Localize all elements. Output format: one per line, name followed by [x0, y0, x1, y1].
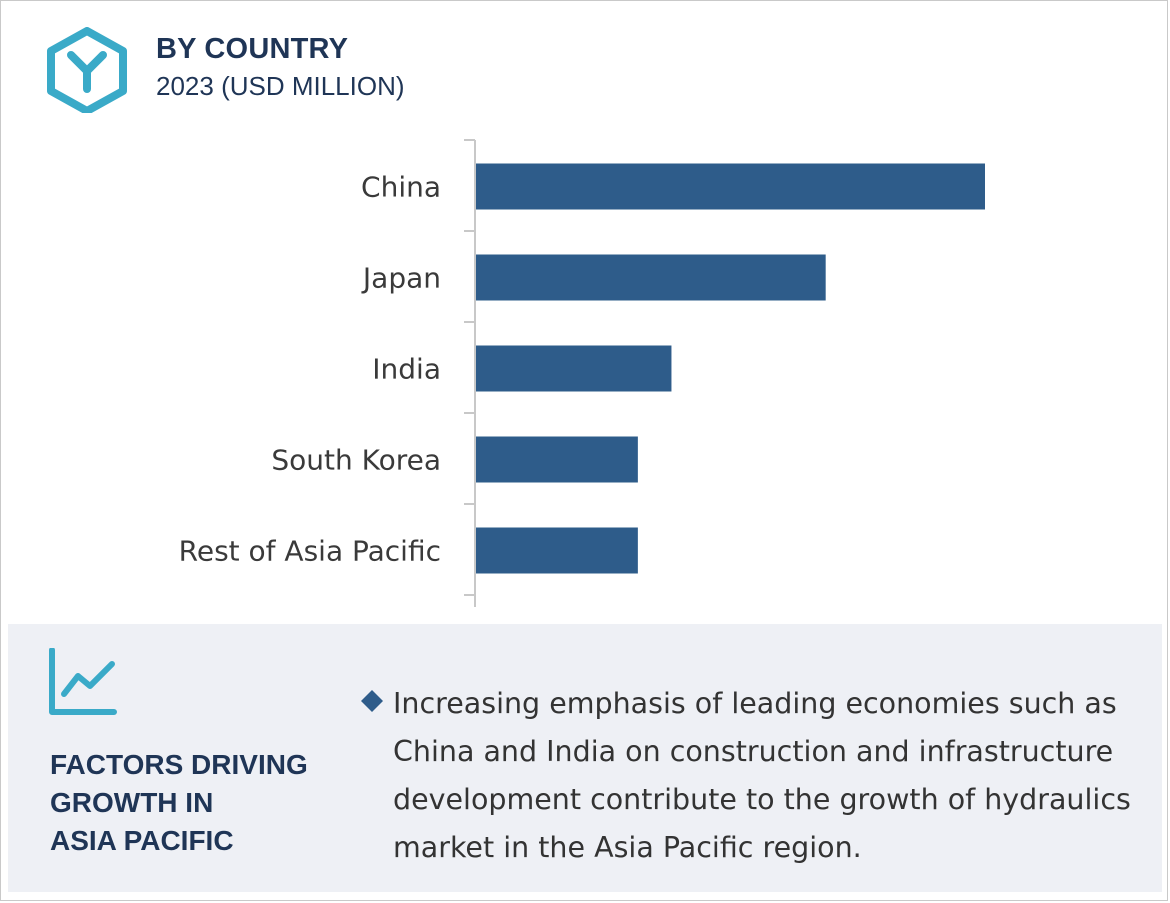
- bar: [476, 345, 672, 392]
- bar: [476, 163, 985, 210]
- category-label: India: [372, 353, 441, 386]
- factors-title-line: ASIA PACIFIC: [50, 825, 234, 856]
- factors-title-line: FACTORS DRIVING: [50, 749, 308, 780]
- trend-line-chart-icon: [49, 648, 117, 715]
- category-label: Japan: [361, 262, 441, 295]
- bar: [476, 254, 826, 301]
- factors-title: FACTORS DRIVING GROWTH IN ASIA PACIFIC: [50, 746, 340, 860]
- category-label: South Korea: [271, 444, 441, 477]
- bar: [476, 527, 638, 574]
- category-label: Rest of Asia Pacific: [179, 535, 441, 568]
- bar: [476, 436, 638, 483]
- factors-title-line: GROWTH IN: [50, 787, 214, 818]
- diamond-bullet-icon: [361, 690, 383, 712]
- chart-subtitle: 2023 (USD MILLION): [156, 71, 405, 101]
- bar-chart: China Japan India South Korea Rest of Asia P…: [179, 139, 985, 607]
- factors-panel: [8, 624, 1162, 892]
- factor-bullet-text: Increasing emphasis of leading economies…: [393, 687, 1131, 864]
- category-label: China: [361, 171, 441, 204]
- chart-title: BY COUNTRY: [156, 33, 349, 65]
- hexagon-y-logo-icon: [47, 27, 127, 113]
